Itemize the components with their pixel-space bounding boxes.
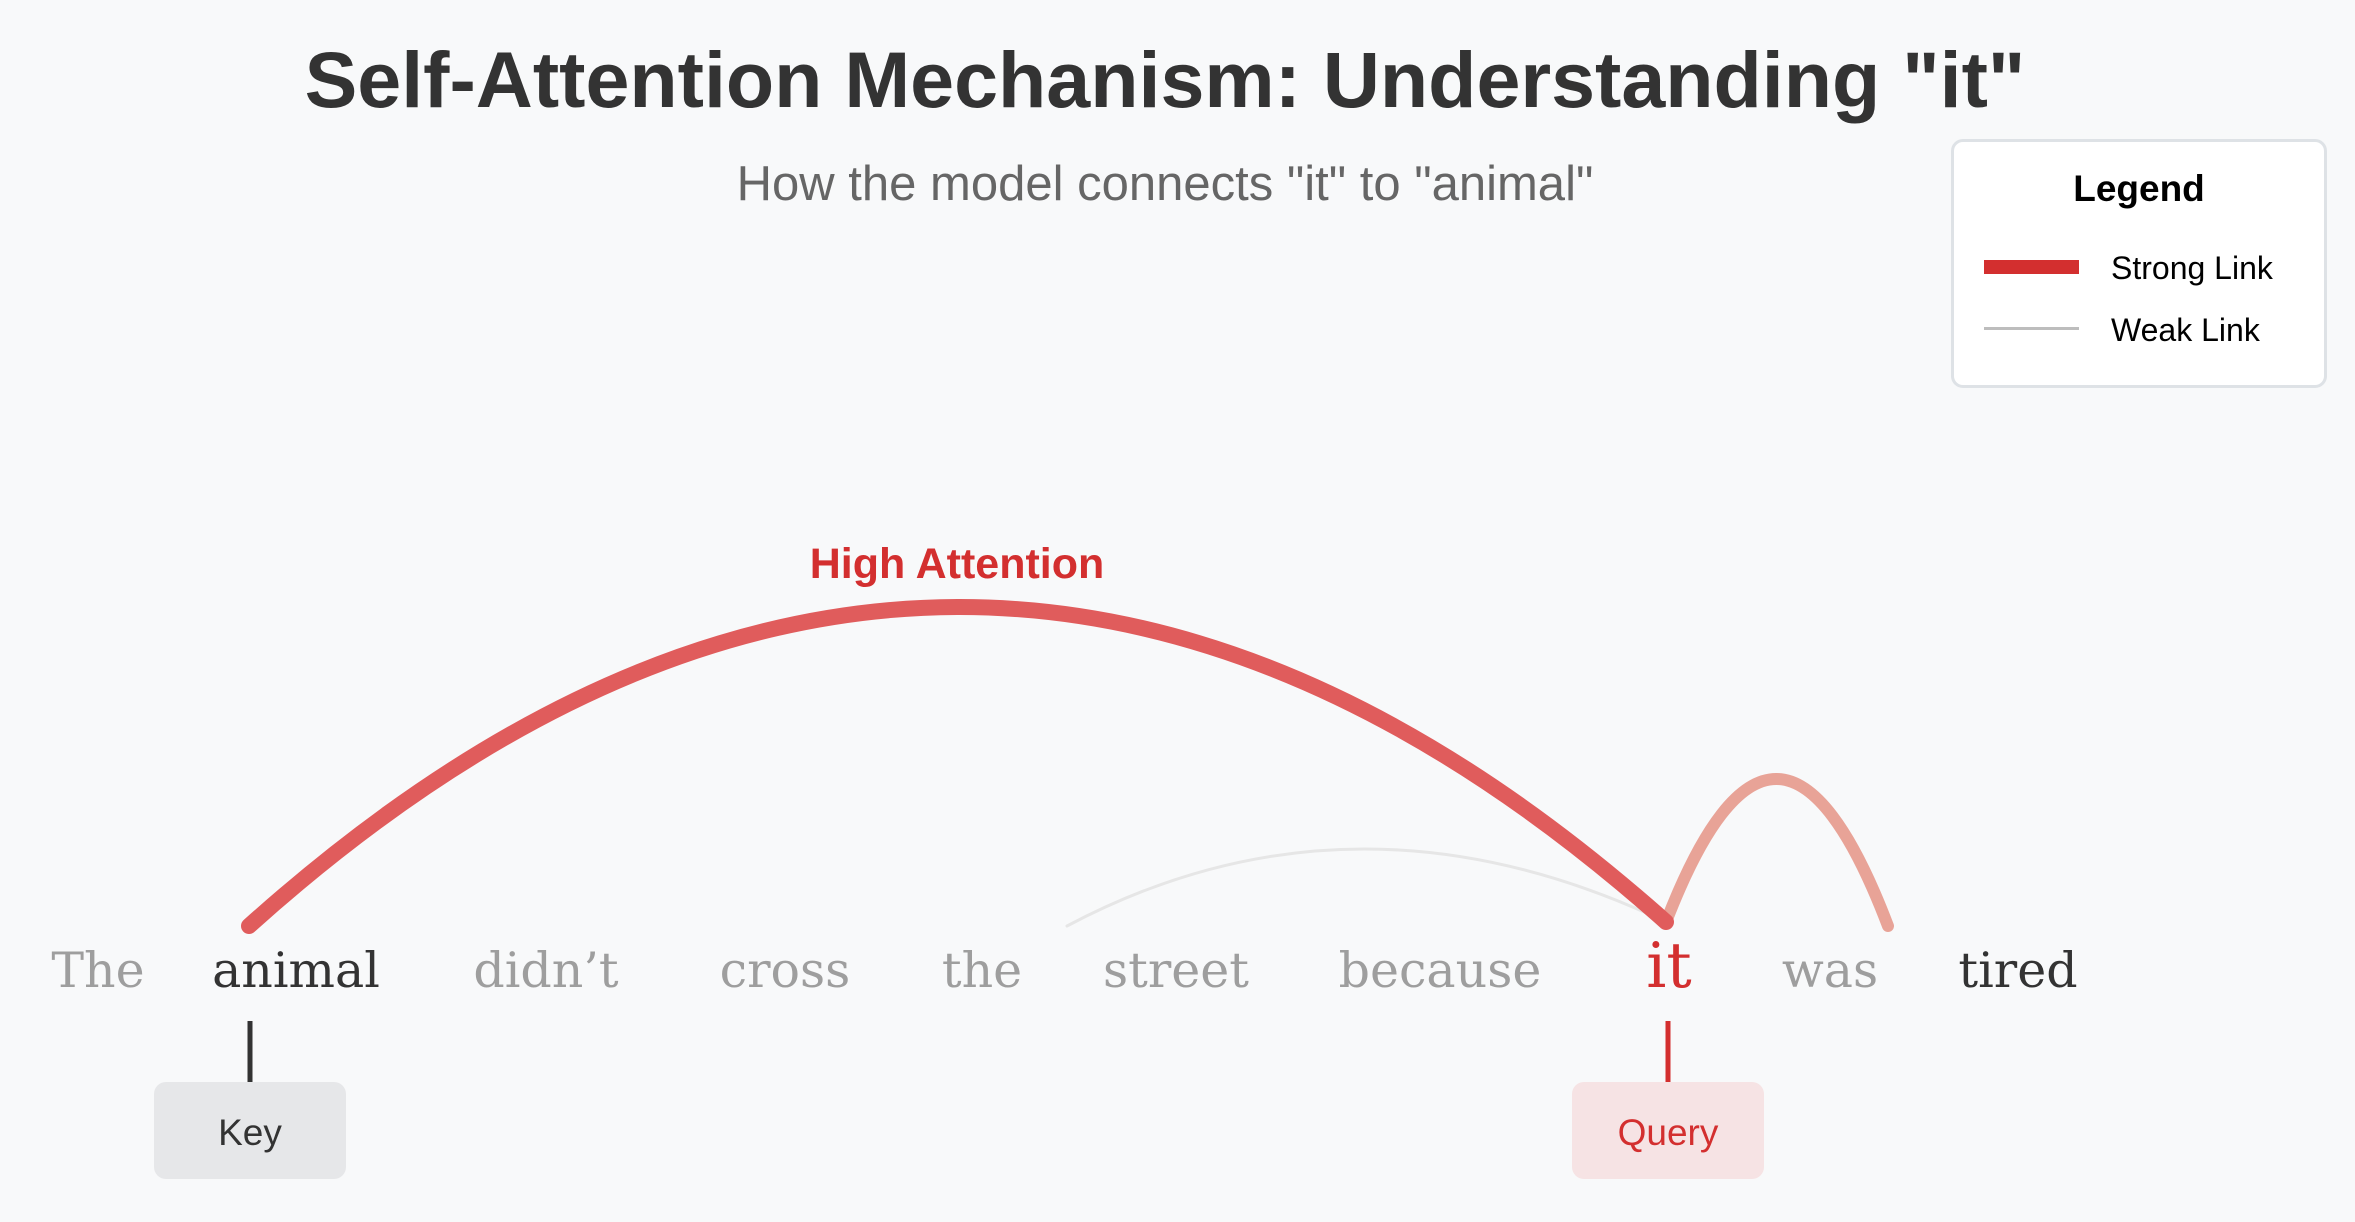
token-animal: animal	[212, 942, 380, 999]
token-because: because	[1339, 942, 1542, 999]
medium-attention-arc	[1660, 773, 1894, 932]
token-cross: cross	[720, 942, 851, 999]
key-tag-label: Key	[218, 1112, 282, 1153]
strong-link-swatch	[1984, 260, 2079, 274]
legend-box: Legend Strong Link Weak Link	[1951, 139, 2327, 388]
legend-title: Legend	[2073, 168, 2205, 209]
token-the-start: The	[51, 942, 144, 999]
token-was: was	[1782, 942, 1878, 999]
weak-link-swatch	[1984, 327, 2079, 330]
token-street: street	[1103, 942, 1249, 999]
strong-link-label: Strong Link	[2111, 250, 2273, 286]
weak-link-label: Weak Link	[2111, 312, 2260, 348]
strong-attention-arc	[241, 599, 1674, 934]
token-didnt: didn’t	[473, 942, 619, 999]
page-subtitle: How the model connects "it" to "animal"	[736, 157, 1594, 211]
page-title: Self-Attention Mechanism: Understanding …	[304, 35, 2026, 124]
weak-attention-arc	[1065, 847, 1668, 928]
key-tag-box	[154, 1082, 346, 1179]
query-tag-box	[1572, 1082, 1764, 1179]
token-tired: tired	[1958, 942, 2077, 999]
high-attention-label: High Attention	[810, 540, 1105, 588]
token-the: the	[942, 942, 1022, 999]
token-it: it	[1646, 929, 1691, 1002]
query-tag-label: Query	[1618, 1112, 1719, 1153]
